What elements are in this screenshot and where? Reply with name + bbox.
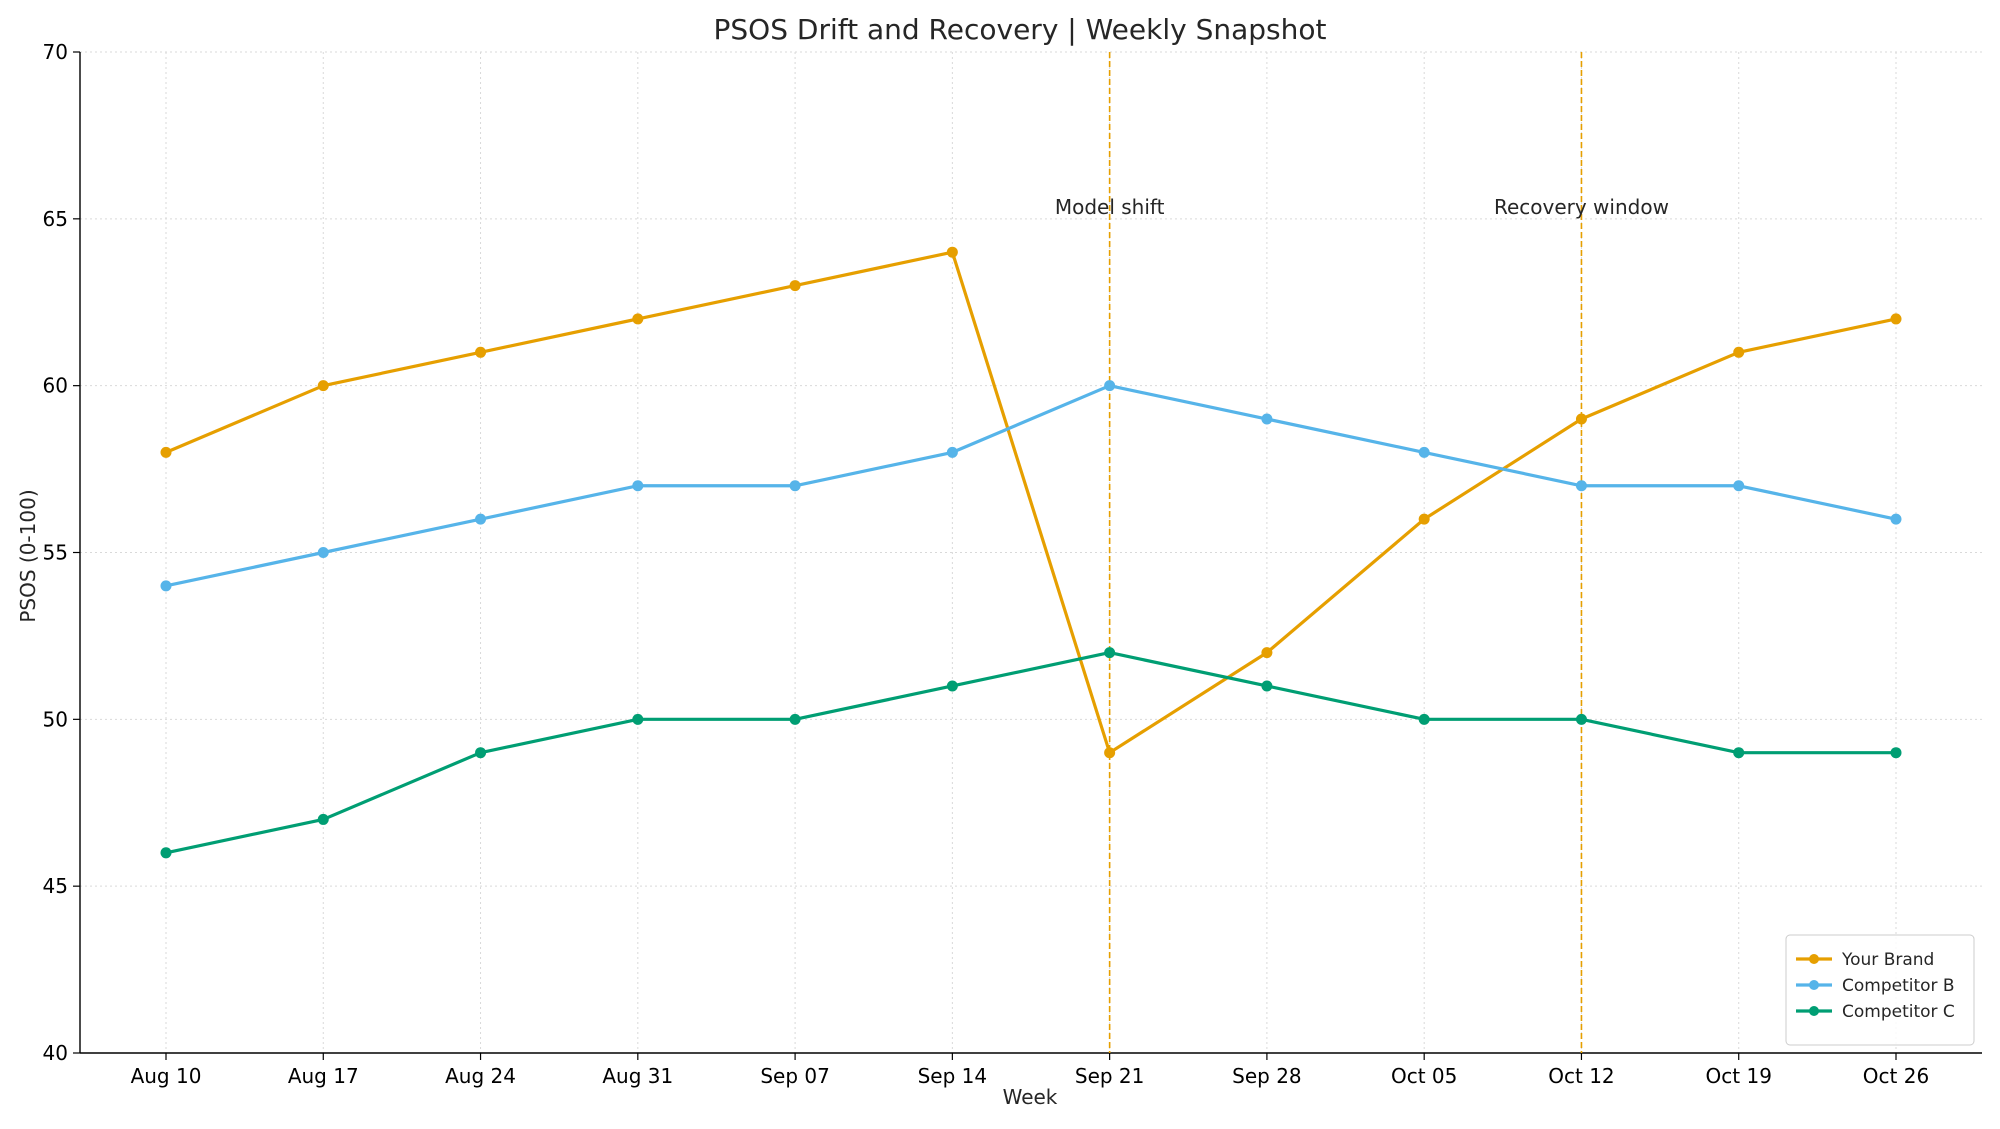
- x-tick-label: Aug 24: [445, 1064, 516, 1088]
- data-point: [1575, 413, 1587, 425]
- legend: Your Brand Competitor B Competitor C: [1785, 934, 1975, 1046]
- data-point: [789, 480, 801, 492]
- data-point: [1418, 713, 1430, 725]
- legend-swatch-marker: [1809, 954, 1819, 964]
- data-point: [632, 713, 644, 725]
- data-point: [317, 813, 329, 825]
- y-tick-label: 45: [43, 874, 68, 898]
- x-tick-label: Sep 28: [1232, 1064, 1302, 1088]
- legend-label: Competitor C: [1842, 1002, 1955, 1022]
- data-point: [1575, 713, 1587, 725]
- annotation-label: Recovery window: [1494, 195, 1669, 219]
- series-your-brand: [160, 246, 1902, 759]
- x-tick-label: Sep 21: [1075, 1064, 1145, 1088]
- data-point: [1261, 413, 1273, 425]
- y-tick-label: 65: [43, 207, 68, 231]
- x-tick-label: Oct 12: [1548, 1064, 1614, 1088]
- x-tick-label: Aug 17: [288, 1064, 359, 1088]
- data-point: [946, 446, 958, 458]
- data-point: [789, 280, 801, 292]
- legend-label: Your Brand: [1841, 950, 1934, 970]
- series-line: [165, 250, 1897, 755]
- data-point: [1890, 513, 1902, 525]
- data-point: [317, 547, 329, 558]
- y-tick-label: 40: [43, 1041, 68, 1065]
- legend-swatch-marker: [1809, 1006, 1819, 1016]
- legend-swatch-marker: [1809, 980, 1819, 990]
- data-point: [1261, 680, 1273, 692]
- data-point: [632, 313, 644, 325]
- x-tick-label: Sep 14: [918, 1064, 988, 1088]
- chart-title: PSOS Drift and Recovery | Weekly Snapsho…: [714, 13, 1327, 46]
- y-tick-label: 50: [43, 707, 68, 731]
- data-point: [1890, 747, 1902, 759]
- x-tick-label: Sep 07: [760, 1064, 830, 1088]
- annotation-label: Model shift: [1055, 195, 1165, 219]
- grid-lines: [80, 51, 1982, 1054]
- series-line: [165, 650, 1896, 855]
- y-axis-label: PSOS (0-100): [16, 489, 40, 622]
- x-tick-label: Oct 05: [1391, 1064, 1457, 1088]
- data-point: [1261, 647, 1273, 659]
- data-point: [475, 346, 487, 358]
- data-point: [1418, 446, 1430, 458]
- data-point: [1890, 313, 1902, 325]
- y-tick-label: 70: [43, 40, 68, 64]
- data-point: [160, 580, 172, 592]
- data-point: [160, 847, 172, 859]
- data-point: [1418, 513, 1430, 525]
- series-competitor-b: [160, 380, 1902, 592]
- data-point: [946, 246, 958, 258]
- data-point: [946, 680, 958, 692]
- data-point: [1575, 480, 1587, 492]
- y-tick-label: 60: [43, 374, 68, 398]
- data-point: [1104, 647, 1116, 659]
- data-point: [1104, 747, 1116, 759]
- x-axis-label: Week: [1003, 1085, 1058, 1109]
- data-point: [475, 747, 487, 759]
- series-line: [165, 384, 1897, 588]
- data-point: [789, 713, 801, 725]
- data-point: [1733, 346, 1745, 358]
- x-tick-label: Aug 31: [602, 1064, 673, 1088]
- x-tick-label: Aug 10: [131, 1064, 202, 1088]
- data-point: [1733, 480, 1745, 492]
- data-point: [1104, 380, 1116, 392]
- y-tick-label: 55: [43, 541, 68, 565]
- legend-box: [1785, 934, 1975, 1046]
- x-tick-label: Oct 19: [1706, 1064, 1772, 1088]
- legend-label: Competitor B: [1842, 976, 1955, 996]
- data-point: [632, 480, 644, 492]
- data-point: [160, 446, 172, 458]
- data-point: [317, 380, 329, 392]
- data-point: [475, 513, 487, 525]
- series-competitor-c: [160, 647, 1902, 859]
- x-tick-label: Oct 26: [1863, 1064, 1929, 1088]
- data-point: [1733, 747, 1745, 759]
